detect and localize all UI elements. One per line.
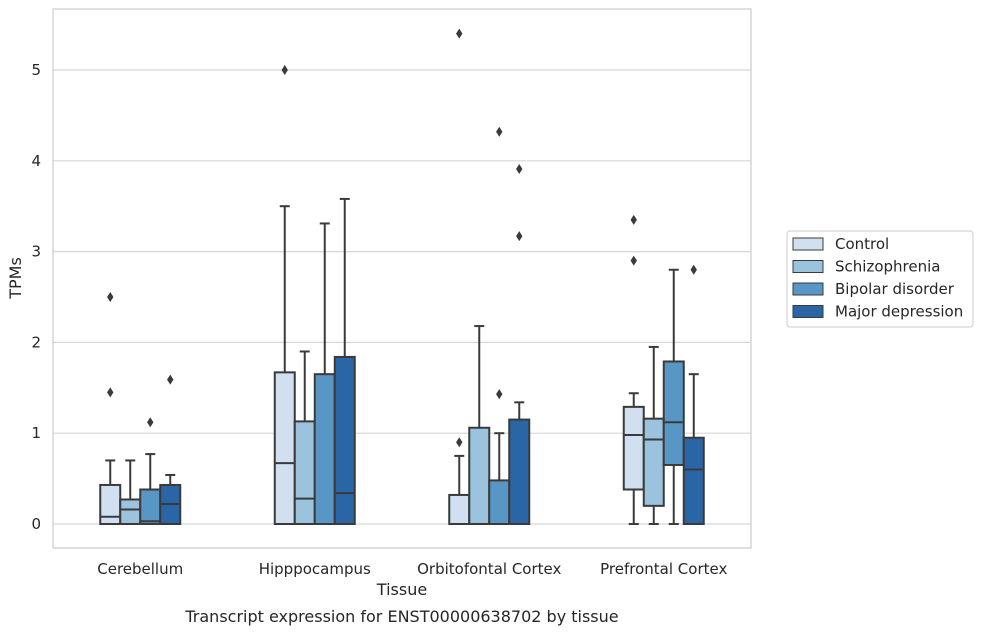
outlier-point <box>147 417 154 428</box>
legend-label: Schizophrenia <box>835 258 940 276</box>
box-groups <box>99 28 705 526</box>
box <box>508 418 531 525</box>
box <box>662 360 685 466</box>
box-group <box>119 459 142 526</box>
box <box>468 426 491 526</box>
outlier-point <box>456 28 463 39</box>
y-tick-label: 2 <box>31 333 41 351</box>
box <box>313 373 336 525</box>
legend-swatch <box>792 260 824 273</box>
y-tick-label: 3 <box>31 243 41 261</box>
outlier-point <box>107 387 114 398</box>
y-tick-label: 4 <box>31 152 41 170</box>
outlier-point <box>167 374 174 385</box>
box-group <box>333 197 356 526</box>
box-group <box>448 28 471 525</box>
box-group <box>293 350 316 525</box>
y-axis-label: TPMs <box>6 257 25 300</box>
y-tick-label: 1 <box>31 424 41 442</box>
outlier-point <box>107 292 114 302</box>
outlier-point <box>496 126 503 137</box>
box <box>682 436 705 525</box>
box <box>293 420 316 525</box>
box-group <box>159 374 182 525</box>
box <box>622 405 645 491</box>
legend-label: Control <box>835 235 889 253</box>
x-axis-ticks: Cerebellum Hipppocampus Orbitofontal Corte… <box>97 560 727 578</box>
outlier-point <box>281 65 288 75</box>
legend: Control Schizophrenia Bipolar disorder Majo… <box>786 230 974 328</box>
x-tick-label: Prefrontal Cortex <box>600 560 727 578</box>
box <box>488 479 511 525</box>
legend-frame <box>786 230 974 328</box>
plot-area-frame <box>52 8 752 549</box>
outlier-point <box>456 437 463 448</box>
box <box>642 417 665 507</box>
box-group <box>488 126 511 525</box>
box-group <box>662 268 685 525</box>
legend-swatch <box>792 282 824 296</box>
box-group <box>682 264 705 525</box>
legend-swatch <box>792 237 824 251</box>
outlier-point <box>630 255 637 266</box>
legend-label: Bipolar disorder <box>835 280 955 298</box>
y-tick-label: 5 <box>31 61 41 79</box>
x-tick-label: Hipppocampus <box>259 560 371 578</box>
box-group <box>642 345 665 525</box>
y-axis-ticks: 0 1 2 3 4 5 <box>31 61 41 533</box>
box-group <box>99 292 122 525</box>
box-group <box>508 163 531 525</box>
box-group <box>468 325 491 526</box>
box-group <box>622 214 645 525</box>
x-tick-label: Orbitofontal Cortex <box>417 560 561 578</box>
box <box>119 498 142 526</box>
outlier-point <box>630 214 637 225</box>
box <box>333 355 356 526</box>
chart-caption: Transcript expression for ENST0000063870… <box>184 607 618 626</box>
x-tick-label: Cerebellum <box>97 560 183 578</box>
legend-swatch <box>792 305 824 318</box>
box <box>139 488 162 526</box>
legend-label: Major depression <box>835 303 963 321</box>
outlier-point <box>516 231 523 242</box>
box-group <box>313 222 336 525</box>
x-axis-label: Tissue <box>376 580 427 599</box>
outlier-point <box>690 264 697 275</box>
box <box>448 493 471 525</box>
outlier-point <box>516 163 523 174</box>
y-tick-label: 0 <box>31 515 41 533</box>
box <box>273 371 296 526</box>
box <box>99 483 122 525</box>
box-group <box>273 65 296 526</box>
outlier-point <box>496 389 503 400</box>
